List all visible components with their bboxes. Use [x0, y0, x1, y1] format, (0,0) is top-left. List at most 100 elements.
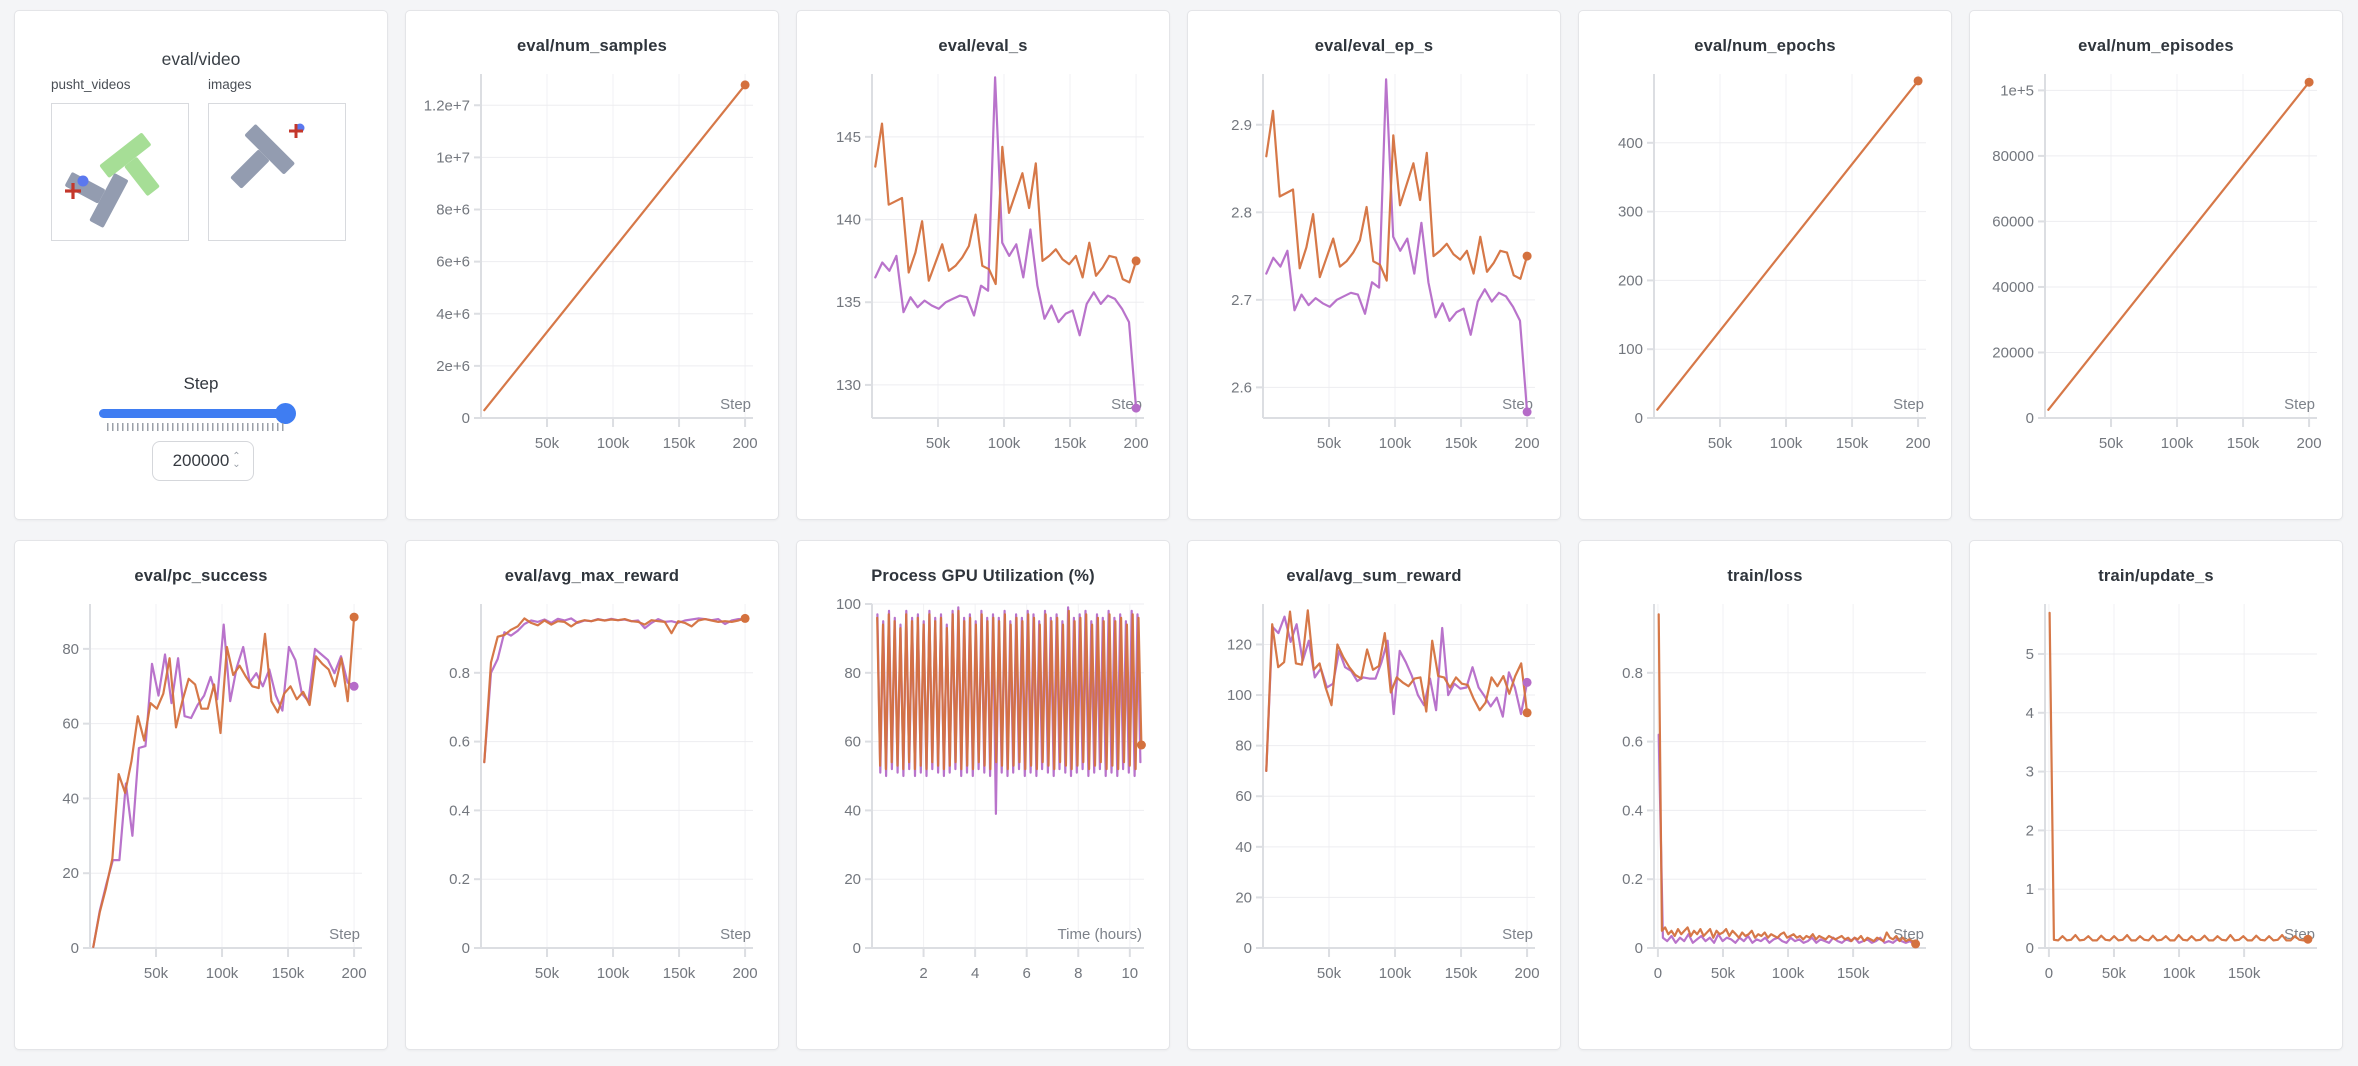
svg-text:0: 0 [1244, 940, 1252, 957]
step-slider-track[interactable] [99, 409, 293, 418]
step-value-input[interactable] [165, 451, 230, 471]
svg-text:80: 80 [1235, 738, 1252, 755]
chart-title: train/update_s [2098, 567, 2214, 585]
svg-text:200: 200 [1124, 435, 1149, 452]
chart-title: eval/eval_ep_s [1314, 37, 1434, 55]
svg-text:Step: Step [329, 926, 360, 943]
line-chart-eval-pc-success[interactable]: 0 20 40 60 80 50k 100k 150k 200 Step [28, 590, 374, 1002]
goal-cross [65, 183, 81, 199]
svg-text:0: 0 [2026, 410, 2034, 427]
svg-text:20: 20 [1235, 889, 1252, 906]
svg-text:1.2e+7: 1.2e+7 [424, 97, 470, 114]
svg-text:200: 200 [2297, 435, 2322, 452]
svg-text:100k: 100k [1379, 965, 1412, 982]
chart-title: eval/eval_s [938, 37, 1028, 55]
panel-title: eval/video [161, 49, 241, 69]
svg-text:200: 200 [1515, 435, 1540, 452]
svg-text:100k: 100k [597, 435, 630, 452]
svg-text:150k: 150k [1445, 435, 1478, 452]
svg-text:100k: 100k [1379, 435, 1412, 452]
line-chart-eval-num-episodes[interactable]: 0 20000 40000 60000 80000 1e+5 50k 100k 150k 200 S… [1983, 60, 2329, 472]
chart-title: eval/num_epochs [1694, 37, 1836, 55]
svg-text:0.2: 0.2 [1622, 871, 1643, 888]
svg-text:50k: 50k [144, 965, 169, 982]
svg-text:150k: 150k [1054, 435, 1087, 452]
chart-title: eval/avg_sum_reward [1286, 567, 1462, 585]
svg-text:100k: 100k [2163, 965, 2196, 982]
svg-text:2.6: 2.6 [1231, 379, 1252, 396]
svg-text:8: 8 [1074, 965, 1082, 982]
media-thumbnail-images[interactable] [208, 103, 346, 241]
svg-text:200: 200 [733, 435, 758, 452]
step-value-box: ⌃ ⌄ [152, 441, 254, 481]
pusht-image-frame [230, 123, 305, 189]
panel-train-loss: train/loss 0 0.2 0.4 0.6 0.8 0 50k 100k 150k Step [1578, 540, 1952, 1050]
svg-text:135: 135 [836, 294, 861, 311]
chart-title: train/loss [1727, 567, 1803, 585]
svg-text:0.4: 0.4 [449, 802, 470, 819]
svg-text:0.4: 0.4 [1622, 802, 1643, 819]
svg-text:50k: 50k [535, 435, 560, 452]
panel-eval-eval-ep-s: eval/eval_ep_s 2.6 2.7 2.8 2.9 50k 100k 150k 20… [1187, 10, 1561, 520]
media-label-pusht-videos: pusht_videos [51, 77, 131, 92]
panel-eval-avg-sum-reward: eval/avg_sum_reward 0 20 40 60 80 100 120 50k 10… [1187, 540, 1561, 1050]
svg-text:145: 145 [836, 129, 861, 146]
line-chart-eval-num-epochs[interactable]: 0 100 200 300 400 50k 100k 150k 200 Step [1592, 60, 1938, 472]
svg-text:200: 200 [1515, 965, 1540, 982]
svg-text:40000: 40000 [1992, 279, 2034, 296]
svg-text:0: 0 [1635, 940, 1643, 957]
svg-text:200: 200 [1618, 272, 1643, 289]
svg-text:140: 140 [836, 212, 861, 229]
step-slider-handle[interactable] [275, 403, 296, 424]
svg-text:400: 400 [1618, 135, 1643, 152]
svg-text:100k: 100k [2161, 435, 2194, 452]
svg-text:50k: 50k [2102, 965, 2127, 982]
svg-text:40: 40 [62, 790, 79, 807]
svg-text:0: 0 [71, 940, 79, 957]
line-chart-eval-num-samples[interactable]: 0 2e+6 4e+6 6e+6 8e+6 1e+7 1.2e+7 50k 100k 150k 20… [419, 60, 765, 472]
chart-title: Process GPU Utilization (%) [871, 567, 1095, 585]
svg-text:150k: 150k [1837, 965, 1870, 982]
line-chart-eval-avg-sum-reward[interactable]: 0 20 40 60 80 100 120 50k 100k 150k 200 Step [1201, 590, 1547, 1002]
svg-text:50k: 50k [1708, 435, 1733, 452]
svg-text:20: 20 [844, 871, 861, 888]
svg-text:50k: 50k [1711, 965, 1736, 982]
panel-eval-avg-max-reward: eval/avg_max_reward 0 0.2 0.4 0.6 0.8 50k 100k… [405, 540, 779, 1050]
chart-title: eval/num_samples [517, 37, 667, 55]
svg-text:50k: 50k [1317, 435, 1342, 452]
panel-eval-num-samples: eval/num_samples 0 2e+6 4e+6 6e+6 8e+6 1e+7 1.… [405, 10, 779, 520]
svg-text:4: 4 [2026, 705, 2034, 722]
panel-eval-num-episodes: eval/num_episodes 0 20000 40000 60000 80000 1… [1969, 10, 2343, 520]
svg-text:0: 0 [1635, 410, 1643, 427]
svg-text:60000: 60000 [1992, 213, 2034, 230]
step-slider-ruler [107, 423, 287, 431]
svg-text:130: 130 [836, 377, 861, 394]
svg-text:0.6: 0.6 [1622, 734, 1643, 751]
svg-text:150k: 150k [2228, 965, 2261, 982]
media-thumbnail-pusht-videos[interactable] [51, 103, 189, 241]
spinner-up-icon[interactable]: ⌃ [232, 451, 241, 462]
chart-title: eval/pc_success [134, 567, 268, 585]
svg-text:0: 0 [853, 940, 861, 957]
line-chart-eval-avg-max-reward[interactable]: 0 0.2 0.4 0.6 0.8 50k 100k 150k 200 Step [419, 590, 765, 1002]
svg-text:100: 100 [1618, 341, 1643, 358]
svg-text:1e+5: 1e+5 [2000, 82, 2034, 99]
svg-text:0.6: 0.6 [449, 734, 470, 751]
svg-text:100k: 100k [1770, 435, 1803, 452]
svg-text:0: 0 [2045, 965, 2053, 982]
agent-dot [77, 175, 89, 187]
spinner-down-icon[interactable]: ⌄ [232, 459, 241, 470]
svg-text:80000: 80000 [1992, 148, 2034, 165]
svg-text:0.8: 0.8 [449, 665, 470, 682]
svg-text:50k: 50k [926, 435, 951, 452]
svg-text:100: 100 [836, 596, 861, 613]
svg-text:0: 0 [462, 410, 470, 427]
svg-text:0.8: 0.8 [1622, 665, 1643, 682]
svg-text:80: 80 [844, 665, 861, 682]
line-chart-process-gpu-utilization[interactable]: 0 20 40 60 80 100 2 4 6 8 10 Time (hours) [810, 590, 1156, 1002]
